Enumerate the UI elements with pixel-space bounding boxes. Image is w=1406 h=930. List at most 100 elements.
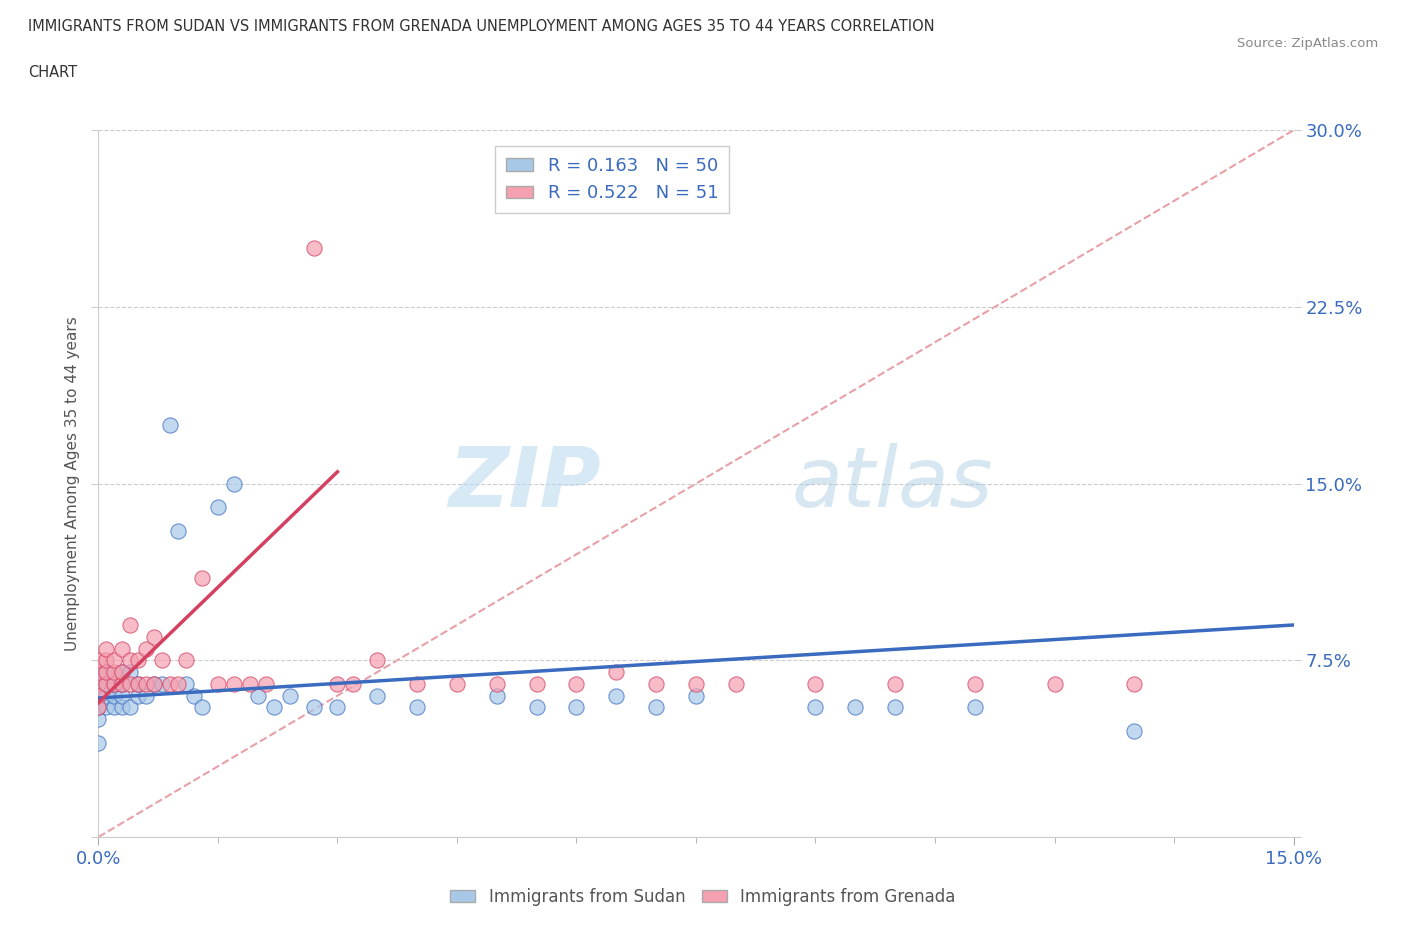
Point (96, 676, 118, 691)
Point (87, 700, 110, 715)
Point (963, 676, 986, 691)
Point (366, 688, 388, 703)
Point (1123, 724, 1146, 738)
Point (87, 665, 110, 680)
Point (278, 688, 301, 703)
Point (485, 688, 508, 703)
Point (135, 676, 157, 691)
Point (1043, 676, 1066, 691)
Point (191, 700, 214, 715)
Point (222, 476, 245, 491)
Point (87, 688, 110, 703)
Point (326, 676, 349, 691)
Point (87, 688, 110, 703)
Point (191, 570, 214, 585)
Point (526, 700, 548, 715)
Point (96, 653, 118, 668)
Point (143, 676, 166, 691)
Point (120, 665, 142, 680)
Point (135, 688, 157, 703)
Point (103, 653, 125, 668)
Point (111, 676, 134, 691)
Point (103, 688, 125, 703)
Point (183, 688, 205, 703)
Point (246, 688, 269, 703)
Point (127, 688, 149, 703)
Point (804, 700, 827, 715)
Point (96, 700, 118, 715)
Point (150, 676, 173, 691)
Point (87, 736, 110, 751)
Point (143, 676, 166, 691)
Point (111, 676, 134, 691)
Point (96, 665, 118, 680)
Point (685, 676, 707, 691)
Point (127, 653, 149, 668)
Point (565, 700, 588, 715)
Point (120, 618, 142, 632)
Point (207, 499, 229, 514)
Point (326, 700, 349, 715)
Point (150, 653, 173, 668)
Point (174, 653, 197, 668)
Point (87, 700, 110, 715)
Point (884, 700, 907, 715)
Point (120, 700, 142, 715)
Point (263, 700, 285, 715)
Point (159, 676, 181, 691)
Point (485, 676, 508, 691)
Point (1123, 676, 1146, 691)
Point (302, 700, 325, 715)
Legend: Immigrants from Sudan, Immigrants from Grenada: Immigrants from Sudan, Immigrants from G… (444, 881, 962, 912)
Point (87, 676, 110, 691)
Point (143, 630, 166, 644)
Point (135, 641, 157, 656)
Point (96, 688, 118, 703)
Y-axis label: Unemployment Among Ages 35 to 44 years: Unemployment Among Ages 35 to 44 years (65, 316, 80, 651)
Point (406, 676, 429, 691)
Point (446, 676, 468, 691)
Point (526, 676, 548, 691)
Point (239, 676, 262, 691)
Point (207, 676, 229, 691)
Point (565, 676, 588, 691)
Point (120, 653, 142, 668)
Point (103, 676, 125, 691)
Point (87, 688, 110, 703)
Point (844, 700, 866, 715)
Point (342, 676, 364, 691)
Point (111, 700, 134, 715)
Point (302, 241, 325, 256)
Text: atlas: atlas (792, 443, 993, 525)
Point (120, 676, 142, 691)
Point (87, 700, 110, 715)
Point (254, 676, 277, 691)
Text: IMMIGRANTS FROM SUDAN VS IMMIGRANTS FROM GRENADA UNEMPLOYMENT AMONG AGES 35 TO 4: IMMIGRANTS FROM SUDAN VS IMMIGRANTS FROM… (28, 19, 935, 33)
Point (963, 700, 986, 715)
Point (804, 676, 827, 691)
Point (366, 653, 388, 668)
Text: Source: ZipAtlas.com: Source: ZipAtlas.com (1237, 37, 1378, 50)
Point (645, 700, 668, 715)
Point (103, 700, 125, 715)
Point (96, 665, 118, 680)
Legend: R = 0.163   N = 50, R = 0.522   N = 51: R = 0.163 N = 50, R = 0.522 N = 51 (495, 146, 730, 213)
Point (645, 676, 668, 691)
Point (884, 676, 907, 691)
Point (127, 676, 149, 691)
Point (685, 688, 707, 703)
Point (406, 700, 429, 715)
Point (724, 676, 747, 691)
Point (87, 653, 110, 668)
Point (96, 641, 118, 656)
Point (111, 665, 134, 680)
Point (127, 676, 149, 691)
Point (111, 665, 134, 680)
Text: ZIP: ZIP (447, 443, 600, 525)
Point (167, 524, 190, 538)
Point (87, 676, 110, 691)
Point (96, 676, 118, 691)
Point (111, 688, 134, 703)
Point (605, 665, 627, 680)
Point (111, 641, 134, 656)
